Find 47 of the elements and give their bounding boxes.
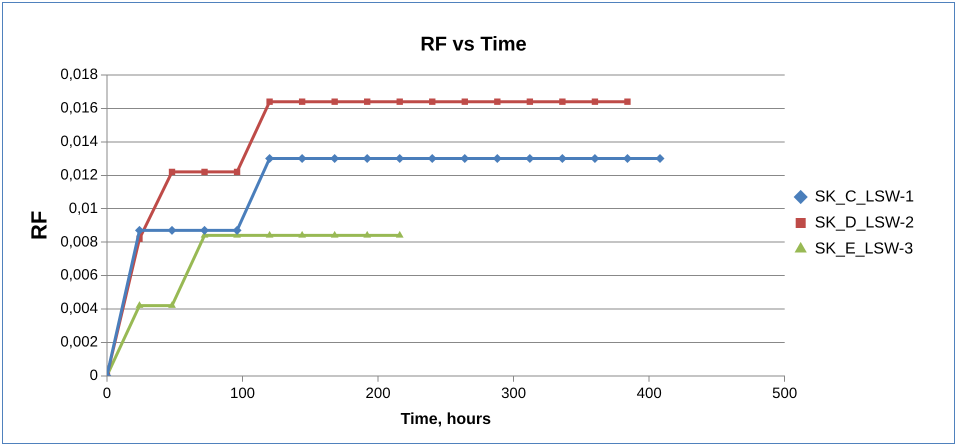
- point: [298, 98, 306, 105]
- x-tick-label: 200: [366, 384, 391, 402]
- y-tick-label: 0,008: [60, 233, 98, 250]
- point: [363, 230, 372, 238]
- point: [168, 301, 176, 308]
- point: [592, 98, 598, 105]
- point: [462, 98, 468, 105]
- x-tick-label: 0: [102, 384, 112, 402]
- y-tick-label: 0,014: [60, 132, 98, 150]
- point: [168, 168, 176, 176]
- point: [234, 168, 240, 176]
- point: [266, 98, 273, 105]
- point: [429, 98, 436, 105]
- point: [201, 168, 208, 176]
- x-tick-label: 100: [230, 384, 256, 402]
- point: [134, 226, 144, 235]
- y-tick-label: 0: [90, 366, 98, 384]
- point: [526, 98, 534, 105]
- point: [331, 98, 338, 105]
- point: [624, 98, 631, 105]
- point: [168, 226, 176, 235]
- y-tick-label: 0,018: [60, 66, 98, 84]
- point: [494, 98, 501, 105]
- x-tick-label: 500: [772, 384, 798, 402]
- legend-label: SK_E_LSW-3: [814, 240, 914, 258]
- y-tick-label: 0,002: [60, 334, 98, 351]
- y-tick-label: 0,012: [60, 166, 98, 184]
- chart-title: RF vs Time: [420, 34, 527, 56]
- point: [330, 230, 339, 238]
- point: [364, 98, 370, 105]
- x-tick-label: 400: [636, 384, 662, 402]
- y-tick-label: 0,006: [60, 266, 98, 284]
- point: [396, 230, 404, 238]
- point: [396, 98, 403, 105]
- point: [232, 226, 242, 235]
- legend-label: SK_D_LSW-2: [814, 214, 914, 232]
- point: [559, 98, 566, 105]
- point: [266, 230, 274, 238]
- y-axis-title: RF: [26, 210, 52, 240]
- y-tick-label: 0,004: [60, 300, 98, 318]
- legend-label: SK_C_LSW-1: [814, 188, 914, 206]
- point: [136, 301, 144, 308]
- x-axis-title: Time, hours: [400, 410, 492, 428]
- y-tick-label: 0,01: [68, 200, 98, 217]
- point: [298, 230, 306, 238]
- x-tick-label: 300: [501, 384, 526, 402]
- y-tick-label: 0,016: [60, 100, 98, 117]
